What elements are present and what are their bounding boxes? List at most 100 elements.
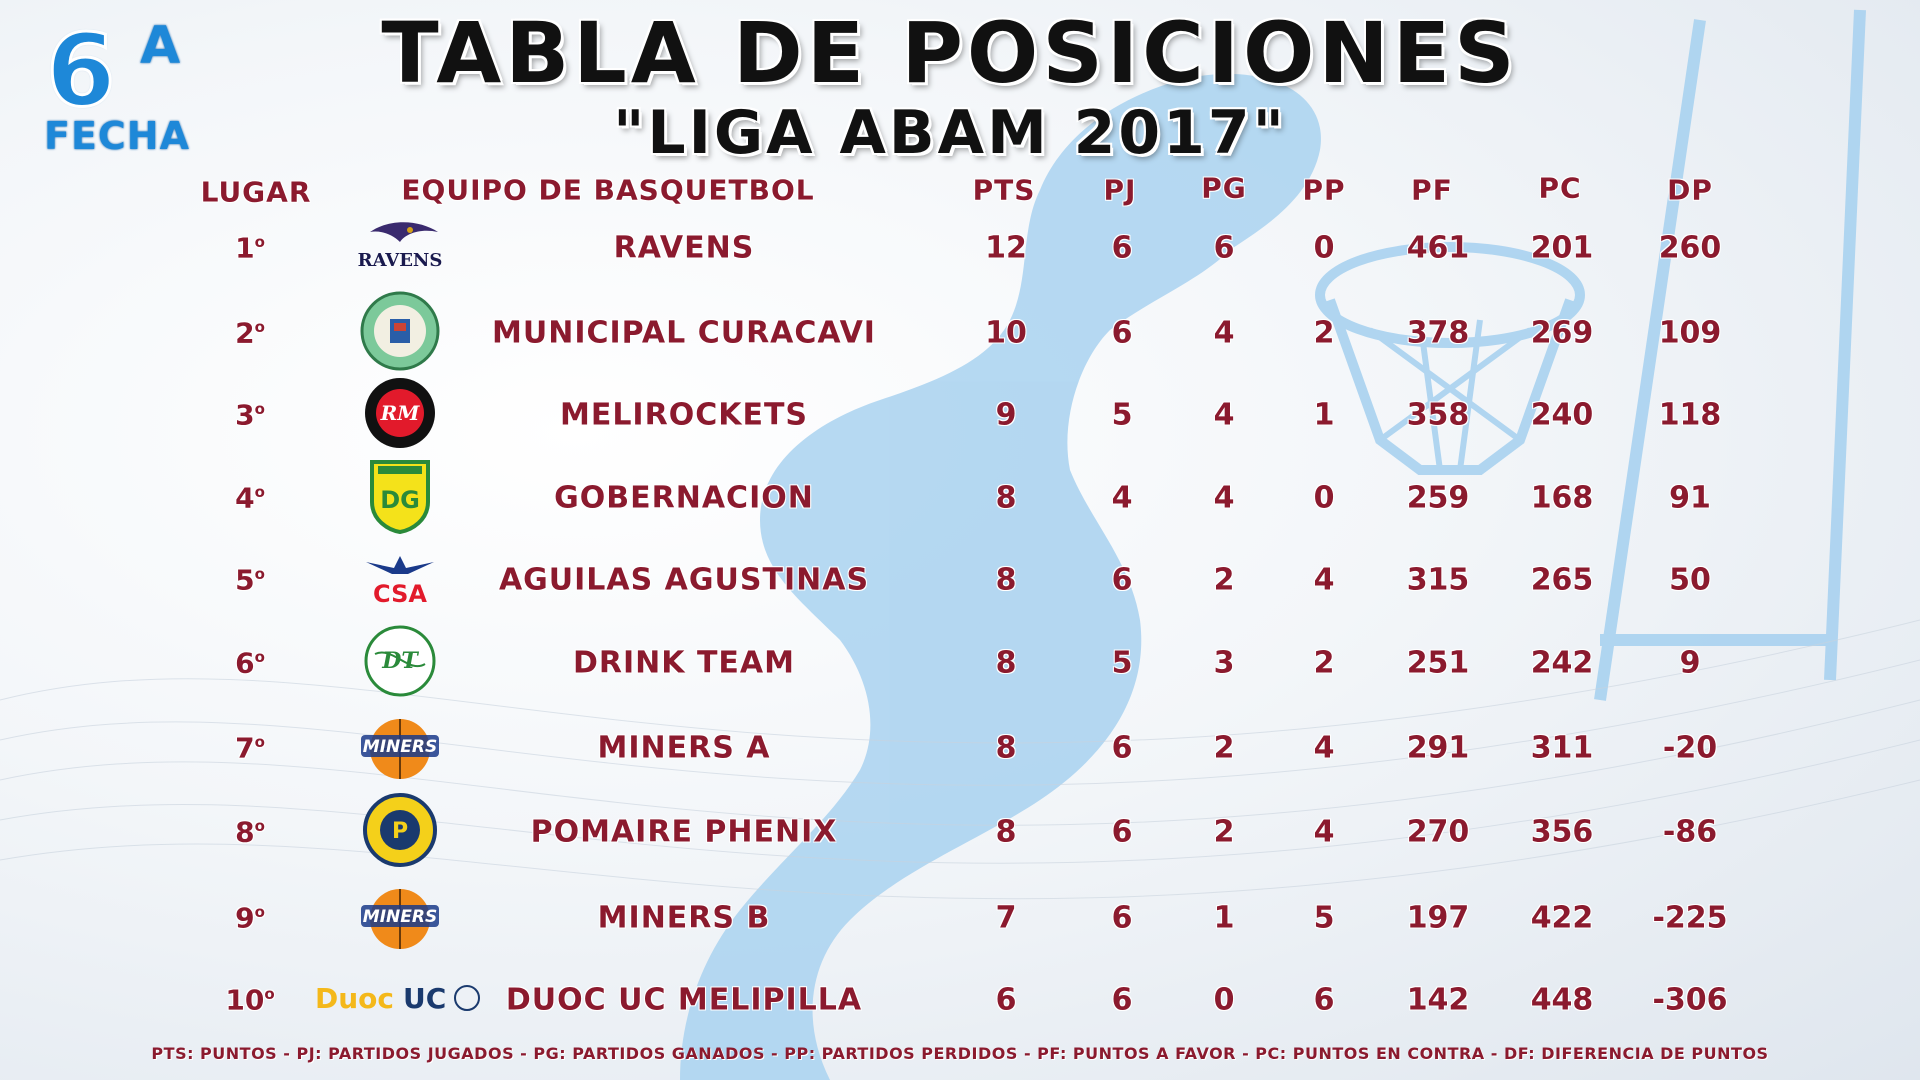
header-pf: PF — [1411, 173, 1453, 207]
team-name: MINERS B — [597, 900, 771, 936]
header-equipo: EQUIPO DE BASQUETBOL — [401, 173, 815, 207]
row-position: 6o — [235, 647, 265, 680]
header-pp: PP — [1302, 173, 1346, 207]
header-pts: PTS — [972, 173, 1036, 207]
cell-pts: 10 — [985, 315, 1027, 351]
position-ordinal: o — [254, 565, 265, 584]
curacavi-crest-logo — [360, 291, 440, 375]
row-position: 1o — [235, 232, 265, 265]
cell-pf: 291 — [1406, 730, 1470, 766]
cell-pf: 251 — [1406, 645, 1470, 681]
position-ordinal: o — [254, 400, 265, 419]
svg-text:Duoc: Duoc — [315, 982, 394, 1015]
team-name: DRINK TEAM — [573, 645, 795, 681]
position-ordinal: o — [254, 233, 265, 252]
cell-pj: 6 — [1111, 814, 1133, 850]
cell-pf: 378 — [1406, 315, 1470, 351]
cell-pg: 2 — [1213, 730, 1235, 766]
row-position: 9o — [235, 902, 265, 935]
pomaire-phenix-logo: P — [362, 792, 438, 872]
row-position: 2o — [235, 317, 265, 350]
header-pc: PC — [1538, 171, 1582, 205]
dg-shield-logo: DG — [368, 458, 432, 538]
cell-pp: 2 — [1313, 315, 1335, 351]
miners-logo: MINERS — [357, 711, 443, 785]
cell-pg: 1 — [1213, 900, 1235, 936]
row-position: 7o — [235, 732, 265, 765]
position-number: 10 — [225, 983, 265, 1017]
cell-pg: 0 — [1213, 982, 1235, 1018]
round-number: 6 — [45, 11, 118, 131]
round-ordinal: A — [140, 16, 181, 76]
round-label: FECHA — [44, 114, 191, 158]
svg-text:UC: UC — [403, 982, 446, 1015]
header-lugar: LUGAR — [200, 175, 312, 209]
position-number: 1 — [235, 231, 255, 265]
cell-dp: -306 — [1652, 982, 1728, 1018]
cell-pc: 240 — [1530, 397, 1594, 433]
team-name: GOBERNACION — [554, 480, 814, 516]
cell-pj: 6 — [1111, 900, 1133, 936]
row-position: 4o — [235, 482, 265, 515]
round-badge: 6 A FECHA — [40, 10, 190, 160]
cell-dp: -86 — [1662, 814, 1718, 850]
cell-pts: 8 — [995, 814, 1017, 850]
cell-pg: 6 — [1213, 230, 1235, 266]
cell-pp: 4 — [1313, 730, 1335, 766]
cell-pp: 0 — [1313, 480, 1335, 516]
cell-pc: 201 — [1530, 230, 1594, 266]
cell-pj: 5 — [1111, 645, 1133, 681]
team-name: DUOC UC MELIPILLA — [505, 982, 863, 1018]
melirockets-logo: RM — [363, 376, 437, 454]
position-number: 4 — [235, 481, 255, 515]
cell-pg: 2 — [1213, 814, 1235, 850]
cell-pp: 4 — [1313, 814, 1335, 850]
cell-dp: -225 — [1652, 900, 1728, 936]
position-ordinal: o — [264, 985, 275, 1004]
svg-text:MINERS: MINERS — [363, 737, 437, 757]
team-name: AGUILAS AGUSTINAS — [498, 562, 870, 598]
team-name: MELIROCKETS — [559, 397, 809, 433]
position-ordinal: o — [254, 648, 265, 667]
legend-footer: PTS: PUNTOS - PJ: PARTIDOS JUGADOS - PG:… — [151, 1044, 1769, 1063]
cell-pj: 6 — [1111, 730, 1133, 766]
cell-pg: 4 — [1213, 315, 1235, 351]
cell-pf: 259 — [1406, 480, 1470, 516]
cell-pf: 358 — [1406, 397, 1470, 433]
svg-text:P: P — [392, 819, 408, 844]
cell-pf: 142 — [1406, 982, 1470, 1018]
row-position: 3o — [235, 399, 265, 432]
drink-team-logo: DT — [363, 624, 437, 702]
cell-pts: 8 — [995, 645, 1017, 681]
cell-dp: -20 — [1662, 730, 1718, 766]
row-position: 10o — [225, 984, 274, 1017]
cell-pc: 269 — [1530, 315, 1594, 351]
team-name: POMAIRE PHENIX — [530, 814, 838, 850]
header-pg: PG — [1201, 171, 1247, 205]
cell-pts: 8 — [995, 730, 1017, 766]
cell-pg: 3 — [1213, 645, 1235, 681]
cell-pp: 1 — [1313, 397, 1335, 433]
cell-pp: 6 — [1313, 982, 1335, 1018]
hoop-net — [1315, 242, 1585, 475]
cell-dp: 109 — [1658, 315, 1722, 351]
position-ordinal: o — [254, 733, 265, 752]
cell-pc: 422 — [1530, 900, 1594, 936]
position-number: 6 — [235, 646, 255, 680]
cell-pg: 4 — [1213, 397, 1235, 433]
cell-pp: 4 — [1313, 562, 1335, 598]
cell-pj: 4 — [1111, 480, 1133, 516]
cell-pts: 12 — [985, 230, 1027, 266]
cell-dp: 260 — [1658, 230, 1722, 266]
backboard — [1594, 9, 1866, 701]
position-ordinal: o — [254, 903, 265, 922]
cell-pf: 461 — [1406, 230, 1470, 266]
ravens-logo: RAVENS — [350, 214, 450, 282]
cell-dp: 91 — [1669, 480, 1711, 516]
page-subtitle: "LIGA ABAM 2017" — [613, 98, 1287, 168]
cell-pf: 197 — [1406, 900, 1470, 936]
header-pj: PJ — [1103, 173, 1137, 207]
cell-pf: 315 — [1406, 562, 1470, 598]
svg-text:MINERS: MINERS — [363, 907, 437, 927]
